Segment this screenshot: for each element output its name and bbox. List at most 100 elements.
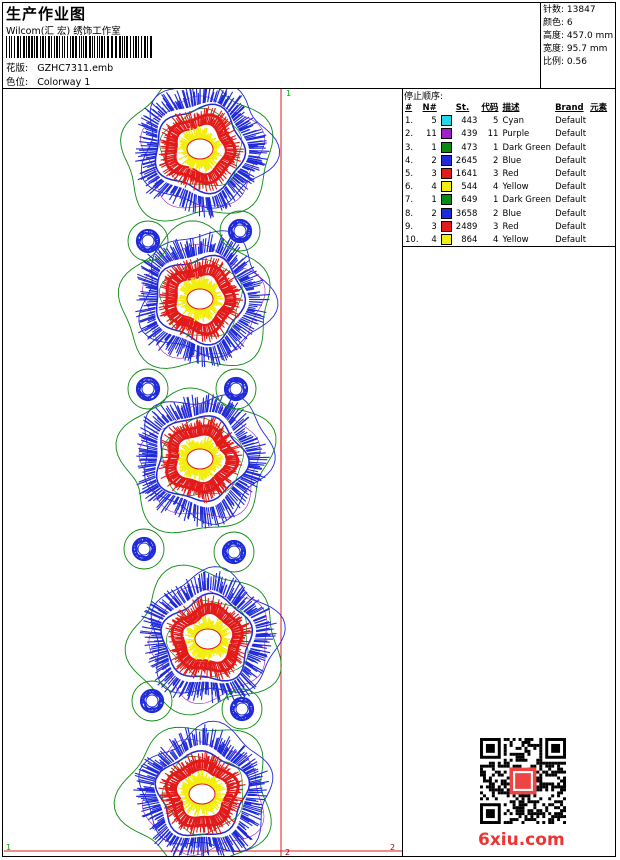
color-swatch xyxy=(440,154,452,166)
row-element xyxy=(588,234,609,247)
row-stitches: 2489 xyxy=(455,221,478,232)
row-needle: 1 xyxy=(431,142,437,153)
colorway-label: 色位: xyxy=(6,77,29,88)
col-index: # xyxy=(405,103,413,114)
row-element xyxy=(588,128,609,141)
row-brand: Default xyxy=(555,221,587,232)
table-row: 6. 4 544 4 Yellow Default xyxy=(403,181,609,194)
row-description: Purple xyxy=(502,129,530,140)
row-element xyxy=(588,168,609,181)
row-code: 3 xyxy=(493,221,499,232)
row-needle: 5 xyxy=(431,116,437,127)
row-needle: 3 xyxy=(431,221,437,232)
ring-outline xyxy=(215,368,257,410)
row-code: 4 xyxy=(493,182,499,193)
row-code: 1 xyxy=(493,142,499,153)
table-row: 3. 1 473 1 Dark Green Default xyxy=(403,141,609,155)
design-value: GZHC7311.emb xyxy=(37,63,114,74)
stat-stitches: 针数: 13847 xyxy=(543,5,596,15)
table-header-row: # N# St. 代码 描述 Brand 元素 xyxy=(403,102,609,115)
watermark: 6xiu.com xyxy=(478,830,565,850)
row-brand: Default xyxy=(555,129,587,140)
row-element xyxy=(588,142,609,155)
row-index: 3. xyxy=(405,142,414,153)
stat-width: 宽度: 95.7 mm xyxy=(543,44,608,54)
row-description: Cyan xyxy=(502,116,524,127)
row-element xyxy=(588,115,609,128)
row-swatch xyxy=(439,141,454,155)
row-element xyxy=(588,155,609,168)
row-brand: Default xyxy=(555,195,587,206)
row-swatch xyxy=(439,154,454,168)
row-element xyxy=(588,208,609,221)
ring-outline xyxy=(221,688,263,730)
embroidery-preview xyxy=(4,89,402,856)
table-bottom-divider xyxy=(402,246,616,247)
color-swatch xyxy=(440,220,452,232)
table-row: 8. 2 3658 2 Blue Default xyxy=(403,207,609,221)
stop-sequence-table: # N# St. 代码 描述 Brand 元素 1. 5 443 5 Cyan Defau… xyxy=(403,102,609,247)
table-row: 7. 1 649 1 Dark Green Default xyxy=(403,194,609,207)
colorway-value: Colorway 1 xyxy=(37,77,91,88)
stat-colors: 颜色: 6 xyxy=(543,18,573,28)
table-row: 2. 11 439 11 Purple Default xyxy=(403,128,609,141)
row-stitches: 473 xyxy=(461,142,478,153)
row-brand: Default xyxy=(555,116,587,127)
row-needle: 1 xyxy=(431,195,437,206)
flower-center xyxy=(186,138,214,160)
row-swatch xyxy=(439,115,454,128)
marker-bottom-right: 2 xyxy=(390,843,396,852)
row-swatch xyxy=(439,220,454,234)
color-swatch xyxy=(440,194,452,206)
row-needle: 4 xyxy=(431,234,437,245)
row-needle: 2 xyxy=(431,155,437,166)
row-swatch xyxy=(439,194,454,207)
row-stitches: 439 xyxy=(461,129,478,140)
table-row: 9. 3 2489 3 Red Default xyxy=(403,220,609,234)
row-brand: Default xyxy=(555,155,587,166)
row-brand: Default xyxy=(555,234,587,245)
row-stitches: 443 xyxy=(461,116,478,127)
row-swatch xyxy=(439,181,454,194)
row-brand: Default xyxy=(555,169,587,180)
row-swatch xyxy=(439,128,454,141)
marker-top: 1 xyxy=(286,89,292,98)
company-name: Wilcom(汇 宏) 绣饰工作室 xyxy=(6,26,121,37)
row-index: 9. xyxy=(405,221,414,232)
row-description: Dark Green xyxy=(502,195,552,206)
header-divider xyxy=(2,88,616,89)
col-stitches: St. xyxy=(455,103,470,114)
row-brand: Default xyxy=(555,208,587,219)
ring-outline xyxy=(127,368,169,410)
row-description: Blue xyxy=(502,208,522,219)
barcode xyxy=(6,36,152,58)
row-index: 8. xyxy=(405,208,414,219)
page-title: 生产作业图 xyxy=(6,5,87,23)
color-swatch xyxy=(440,233,452,245)
flower-center xyxy=(188,783,216,805)
col-needle: N# xyxy=(422,103,437,114)
table-row: 4. 2 2645 2 Blue Default xyxy=(403,154,609,168)
flower-center xyxy=(194,628,222,650)
row-needle: 3 xyxy=(431,169,437,180)
row-stitches: 649 xyxy=(461,195,478,206)
colorway-row: 色位: Colorway 1 xyxy=(6,74,90,88)
design-name-row: 花版: GZHC7311.emb xyxy=(6,60,113,74)
row-needle: 11 xyxy=(425,129,437,140)
color-swatch xyxy=(440,141,452,153)
ring-outline xyxy=(219,210,261,252)
row-index: 7. xyxy=(405,195,414,206)
ring-outline xyxy=(213,531,255,573)
row-description: Dark Green xyxy=(502,142,552,153)
flower-center xyxy=(186,288,214,310)
color-swatch xyxy=(440,207,452,219)
color-swatch xyxy=(440,128,452,140)
row-description: Red xyxy=(502,221,519,232)
row-swatch xyxy=(439,233,454,247)
row-swatch xyxy=(439,168,454,181)
row-stitches: 864 xyxy=(461,234,478,245)
table-row: 10. 4 864 4 Yellow Default xyxy=(403,233,609,247)
row-brand: Default xyxy=(555,142,587,153)
marker-bottom-mid: 2 xyxy=(285,848,291,857)
